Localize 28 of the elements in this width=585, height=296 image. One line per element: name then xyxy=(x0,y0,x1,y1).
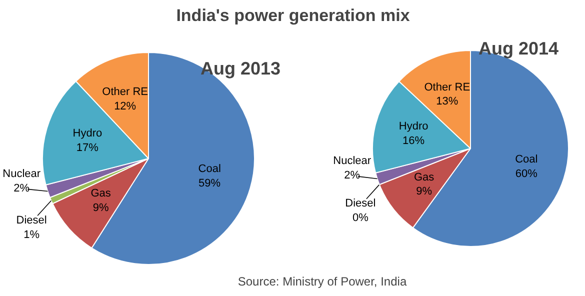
slice-label: Hydro xyxy=(72,128,102,140)
slice-label: Coal xyxy=(198,163,221,176)
text: 0% xyxy=(352,212,368,224)
data-label: 17% xyxy=(76,142,99,154)
slice-label: Nuclear xyxy=(333,155,372,168)
slice-label: Gas xyxy=(90,187,112,200)
slice-label: Gas xyxy=(414,171,435,184)
legend-label: Diesel xyxy=(345,198,376,210)
data-label: 12% xyxy=(114,100,136,113)
text: India's power generation mix xyxy=(176,6,410,25)
data-label: 2% xyxy=(14,182,30,194)
source-note: Source: Ministry of Power, India xyxy=(238,274,407,288)
data-label: 59% xyxy=(198,177,221,190)
chart-title: Aug 2013 xyxy=(200,58,281,78)
data-label: 1% xyxy=(24,228,40,241)
data-label: 60% xyxy=(515,168,538,180)
data-label: 16% xyxy=(402,135,425,148)
slice-label: Other RE xyxy=(424,81,470,94)
chart-title: Aug 2014 xyxy=(478,38,559,58)
data-label: 9% xyxy=(416,186,432,198)
data-label: 13% xyxy=(436,96,458,108)
slice-label: Nuclear xyxy=(2,168,41,180)
slice-label: Hydro xyxy=(398,120,428,133)
slice-label: Diesel xyxy=(16,214,47,226)
data-label: 9% xyxy=(92,202,109,214)
data-label: 2% xyxy=(344,170,360,182)
slice-label: Other RE xyxy=(102,86,148,98)
slice-label: Coal xyxy=(515,153,538,166)
